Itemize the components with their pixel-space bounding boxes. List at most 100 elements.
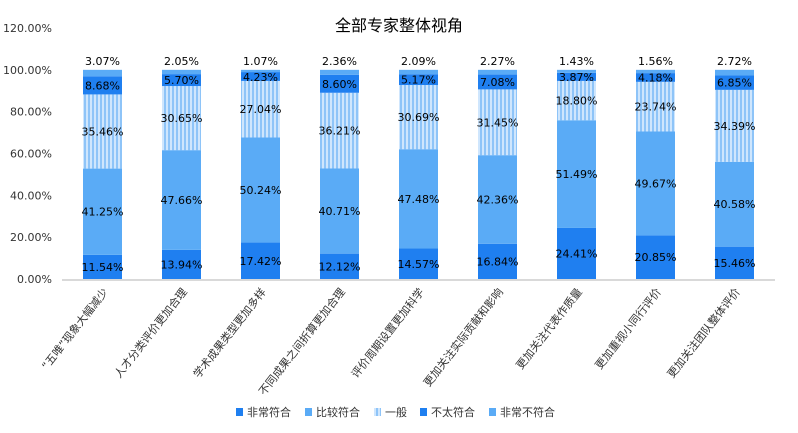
legend-swatch bbox=[420, 408, 427, 416]
bar-segment bbox=[557, 120, 596, 228]
bar-segment bbox=[241, 72, 280, 81]
legend-swatch bbox=[305, 408, 312, 416]
data-label: 7.08% bbox=[480, 76, 515, 89]
y-tick-label: 0.00% bbox=[17, 273, 52, 286]
data-label: 40.58% bbox=[714, 198, 756, 211]
data-label: 24.41% bbox=[556, 247, 598, 260]
y-tick-label: 80.00% bbox=[10, 106, 52, 119]
bar-segment bbox=[399, 74, 438, 86]
data-label: 2.27% bbox=[480, 55, 515, 68]
legend-label: 非常符合 bbox=[247, 405, 291, 419]
bar-segment bbox=[162, 150, 201, 250]
bar-segment bbox=[241, 137, 280, 243]
legend-label: 不太符合 bbox=[431, 405, 475, 419]
bar-segment bbox=[557, 80, 596, 121]
bar-segment bbox=[83, 94, 122, 169]
bar-segment bbox=[320, 168, 359, 254]
legend-swatch bbox=[236, 408, 243, 416]
data-label: 14.57% bbox=[398, 258, 440, 271]
bar-segment bbox=[83, 69, 122, 77]
x-tick-label: “五唯”现象大幅减少 bbox=[39, 285, 111, 372]
bar-segment bbox=[399, 149, 438, 249]
y-tick-label: 100.00% bbox=[3, 64, 52, 77]
data-label: 5.17% bbox=[401, 74, 436, 87]
bar-segment bbox=[241, 242, 280, 279]
bar-segment bbox=[715, 69, 754, 76]
bar-segment bbox=[636, 81, 675, 132]
bar-segment bbox=[83, 254, 122, 279]
legend: 非常符合 比较符合 一般 不太符合 非常不符合 bbox=[236, 405, 555, 419]
data-label: 3.07% bbox=[85, 55, 120, 68]
data-label: 50.24% bbox=[240, 184, 282, 197]
data-label: 1.56% bbox=[638, 55, 673, 68]
bar-segment bbox=[399, 69, 438, 75]
data-label: 34.39% bbox=[714, 120, 756, 133]
bar-segment bbox=[320, 253, 359, 279]
bar-segment bbox=[83, 168, 122, 255]
bar-segment bbox=[557, 72, 596, 81]
bar-segment bbox=[320, 92, 359, 169]
data-label: 23.74% bbox=[635, 101, 677, 114]
legend-swatch bbox=[374, 408, 381, 416]
x-tick-label: 评价周期设置更加科学 bbox=[348, 285, 427, 380]
bar-segment bbox=[241, 80, 280, 138]
data-label: 12.12% bbox=[319, 260, 361, 273]
data-label: 18.80% bbox=[556, 95, 598, 108]
bar-segment bbox=[162, 69, 201, 75]
legend-label: 一般 bbox=[385, 406, 407, 419]
data-label: 2.09% bbox=[401, 55, 436, 68]
bar-segment bbox=[715, 75, 754, 90]
x-tick-label: 不同成果之间折算更加合理 bbox=[256, 285, 348, 398]
data-label: 41.25% bbox=[82, 206, 124, 219]
data-label: 30.69% bbox=[398, 111, 440, 124]
data-label: 31.45% bbox=[477, 116, 519, 129]
data-label: 49.67% bbox=[635, 177, 677, 190]
data-label: 15.46% bbox=[714, 257, 756, 270]
data-label: 8.68% bbox=[85, 79, 120, 92]
data-label: 4.18% bbox=[638, 71, 673, 84]
bar-segment bbox=[320, 69, 359, 75]
bar-segment bbox=[478, 89, 517, 156]
y-tick-label: 40.00% bbox=[10, 189, 52, 202]
data-label: 2.36% bbox=[322, 55, 357, 68]
data-label: 6.85% bbox=[717, 77, 752, 90]
bar-segment bbox=[636, 69, 675, 74]
data-label: 36.21% bbox=[319, 125, 361, 138]
legend-swatch bbox=[489, 408, 496, 416]
bars bbox=[83, 69, 754, 279]
bar-segment bbox=[162, 74, 201, 87]
data-label: 2.72% bbox=[717, 55, 752, 68]
x-tick-label: 更加关注团队整体评价 bbox=[664, 285, 743, 380]
bar-segment bbox=[478, 74, 517, 90]
bar-segment bbox=[241, 69, 280, 73]
bar-segment bbox=[399, 248, 438, 279]
data-label: 42.36% bbox=[477, 193, 519, 206]
data-label: 3.87% bbox=[559, 71, 594, 84]
bar-segment bbox=[83, 76, 122, 95]
y-tick-label: 120.00% bbox=[3, 22, 52, 35]
bar-segment bbox=[162, 86, 201, 151]
data-label: 8.60% bbox=[322, 78, 357, 91]
bar-segment bbox=[636, 235, 675, 279]
data-label: 1.07% bbox=[243, 55, 278, 68]
bar-segment bbox=[715, 89, 754, 162]
chart-title: 全部专家整体视角 bbox=[335, 16, 463, 35]
y-axis: 0.00% 20.00% 40.00% 60.00% 80.00% 100.00% 120.… bbox=[3, 22, 775, 286]
x-tick-label: 学术成果类型更加多样 bbox=[190, 285, 269, 380]
data-label: 16.84% bbox=[477, 255, 519, 268]
data-label: 2.05% bbox=[164, 55, 199, 68]
data-label: 35.46% bbox=[82, 125, 124, 138]
data-label: 47.66% bbox=[161, 194, 203, 207]
bar-segment bbox=[478, 155, 517, 244]
data-label: 17.42% bbox=[240, 255, 282, 268]
x-tick-label: 更加重视小同行评价 bbox=[592, 285, 664, 372]
data-label: 47.48% bbox=[398, 193, 440, 206]
bar-segment bbox=[478, 243, 517, 279]
bar-segment bbox=[557, 69, 596, 73]
bar-segment bbox=[320, 74, 359, 93]
data-label: 51.49% bbox=[556, 168, 598, 181]
data-labels: 11.54% 41.25% 35.46% 8.68% 3.07% 13.94% 47.66%… bbox=[82, 55, 756, 274]
bar-segment bbox=[557, 227, 596, 279]
x-axis-labels: “五唯”现象大幅减少 人才分类评价更加合理 学术成果类型更加多样不同成果之间折算更加… bbox=[39, 285, 743, 398]
data-label: 5.70% bbox=[164, 74, 199, 87]
